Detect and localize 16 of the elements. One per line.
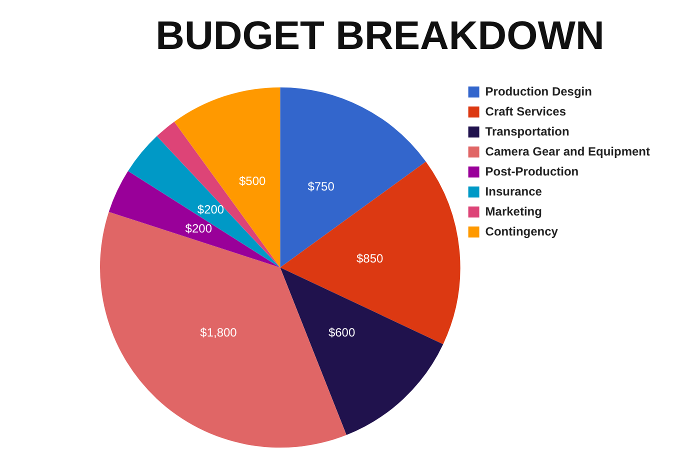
legend-label: Marketing (485, 204, 542, 218)
data-label: $200 (185, 221, 212, 236)
legend-label: Post-Production (485, 164, 579, 178)
data-label: $200 (197, 202, 224, 216)
legend-label: Transportation (485, 124, 570, 138)
data-label: $1,800 (200, 325, 238, 340)
data-label: $500 (238, 174, 266, 188)
data-label: $600 (328, 325, 356, 340)
legend-label: Contingency (485, 224, 558, 238)
legend-label: Insurance (485, 184, 542, 198)
chart-title: BUDGET BREAKDOWN (156, 14, 604, 58)
legend-label: Production Desgin (485, 84, 592, 98)
data-label: $750 (308, 180, 335, 194)
legend-label: Camera Gear and Equipment (485, 144, 650, 158)
data-label: $850 (356, 251, 384, 266)
legend-label: Craft Services (485, 104, 566, 118)
